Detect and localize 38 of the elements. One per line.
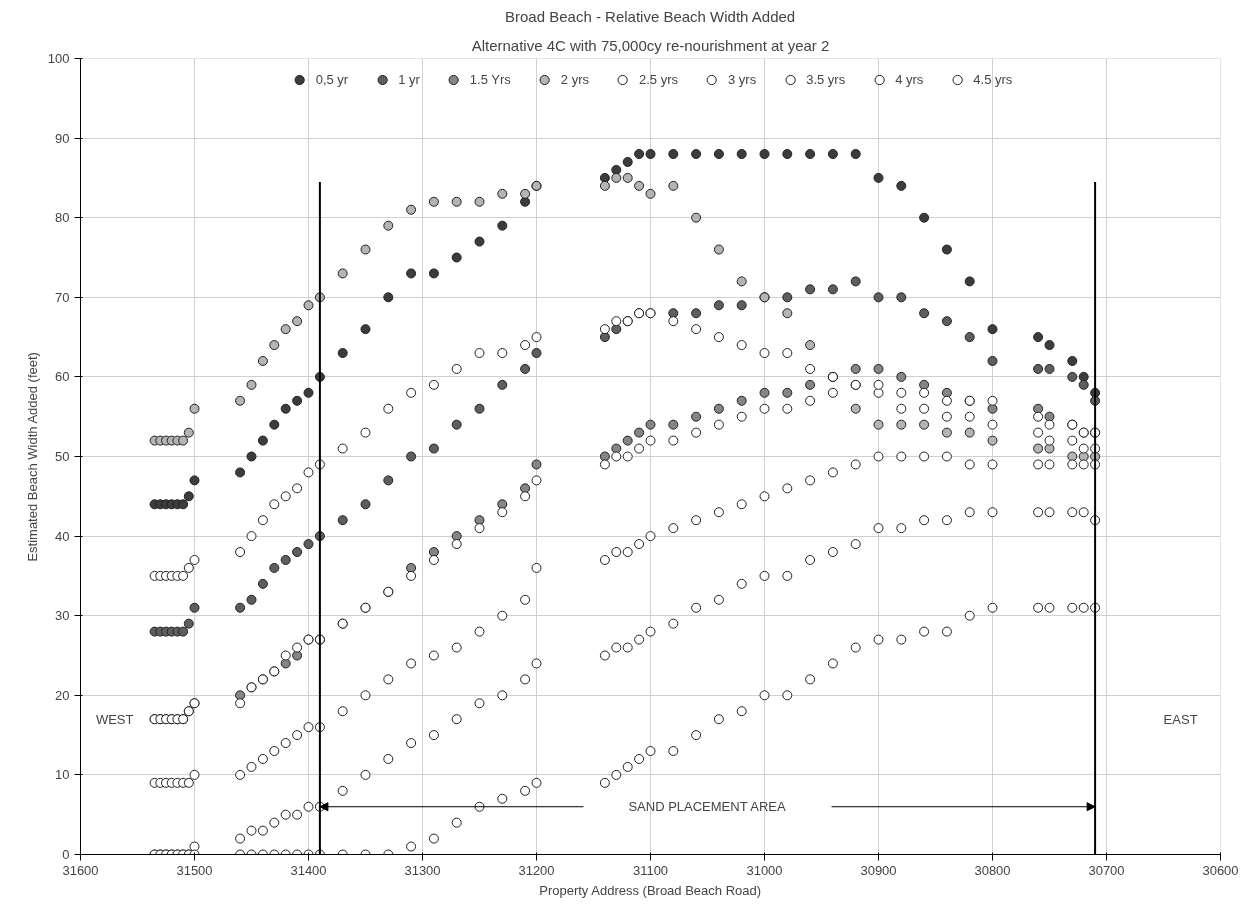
- legend-label: 4.5 yrs: [973, 71, 1013, 89]
- y-tick-label: 30: [55, 608, 70, 624]
- legend-label: 1.5 Yrs: [469, 71, 511, 89]
- legend-label: 3 yrs: [727, 71, 757, 89]
- annotation: SAND PLACEMENT AREA: [628, 799, 786, 815]
- x-axis-title: Property Address (Broad Beach Road): [539, 882, 762, 898]
- x-tick-label: 31300: [404, 862, 441, 878]
- y-tick-label: 100: [47, 51, 70, 66]
- legend-label: 2 yrs: [560, 71, 589, 89]
- y-tick-label: 90: [55, 130, 70, 146]
- legend-label: 3.5 yrs: [806, 71, 846, 89]
- chart-title: Broad Beach - Relative Beach Width Added: [505, 7, 796, 25]
- x-tick-label: 30600: [1202, 862, 1239, 878]
- y-tick-label: 20: [55, 687, 70, 703]
- x-tick-label: 30700: [1088, 862, 1125, 878]
- legend-label: 0,5 yr: [315, 71, 349, 89]
- legend-label: 4 yrs: [895, 71, 924, 89]
- y-tick-label: 40: [55, 528, 70, 544]
- x-tick-label: 31000: [746, 862, 783, 878]
- y-tick-label: 0: [62, 847, 70, 862]
- y-tick-label: 10: [55, 767, 70, 783]
- x-tick-label: 31500: [176, 862, 213, 878]
- x-tick-label: 31600: [62, 862, 99, 878]
- x-tick-label: 31200: [518, 862, 555, 878]
- y-tick-label: 60: [55, 369, 70, 385]
- annotation: WEST: [95, 711, 134, 727]
- x-tick-label: 31100: [632, 862, 669, 878]
- annotation: EAST: [1163, 711, 1198, 727]
- x-tick-label: 30900: [860, 862, 897, 878]
- chart-subtitle: Alternative 4C with 75,000cy re-nourishment at year 2: [471, 36, 830, 54]
- x-tick-label: 31400: [290, 862, 327, 878]
- y-tick-label: 80: [55, 210, 70, 226]
- x-tick-label: 30800: [974, 862, 1011, 878]
- y-axis-title: Estimated Beach Width Added (feet): [24, 352, 40, 562]
- y-tick-label: 50: [55, 449, 70, 464]
- legend-label: 2.5 yrs: [638, 71, 678, 89]
- legend-label: 1 yr: [398, 71, 420, 89]
- y-tick-label: 70: [55, 289, 70, 305]
